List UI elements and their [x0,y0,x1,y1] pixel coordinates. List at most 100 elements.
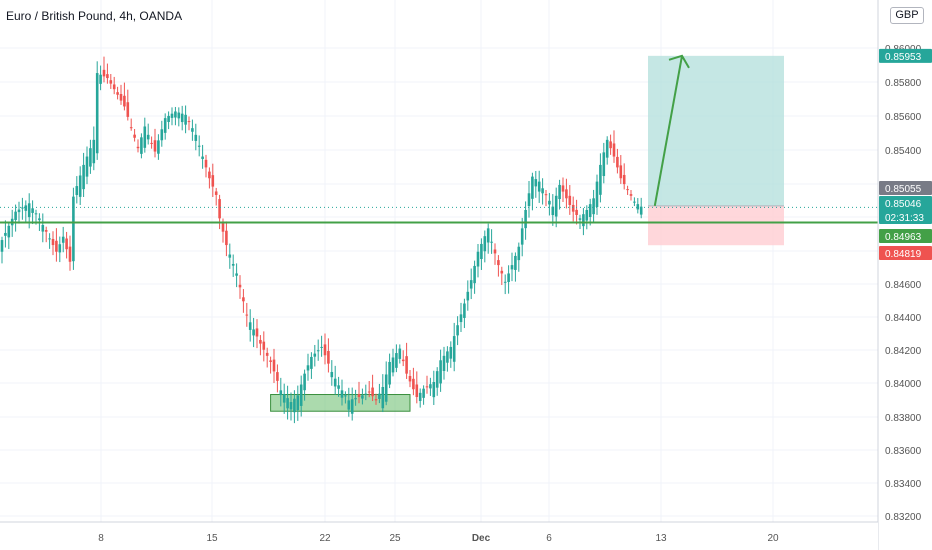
candle [517,242,521,272]
candle-body [622,174,626,185]
candle-body [109,80,113,84]
candle [500,266,504,286]
candle [21,197,24,220]
candle [184,105,187,134]
candle [112,76,116,95]
candle-body [282,394,286,403]
candle [191,119,194,141]
candle-body [337,385,340,389]
candle [422,385,425,405]
candle-body [466,291,470,301]
candle-body [27,203,31,218]
candle-body [408,375,412,382]
x-tick-label: 8 [98,533,104,544]
y-tick-label: 0.84000 [885,379,922,390]
candle-body [374,399,378,401]
x-tick-label: Dec [472,533,491,544]
candle-body [146,134,150,140]
candle [313,344,317,367]
candle-body [133,134,136,138]
candle [231,254,235,277]
candle [391,348,395,377]
candle [116,86,119,100]
candle-body [548,200,551,205]
candle-body [524,209,527,229]
price-label: 0.84819 [879,246,932,260]
candle-body [72,196,75,262]
candle-body [191,128,194,132]
candle [316,339,320,361]
candle [629,189,633,201]
candle-body [14,211,17,221]
candle-body [126,102,130,117]
candle [534,170,538,198]
candle-body [102,69,106,77]
candle-body [279,390,283,396]
candle [429,377,432,396]
candle-body [527,193,531,207]
candle [503,274,507,295]
candle [157,134,160,160]
candle [585,205,589,230]
candle-body [378,393,381,399]
candle [31,200,34,225]
currency-selector[interactable]: GBP [890,7,924,24]
candle-body [327,350,330,364]
candle-body [143,126,147,148]
candle [187,116,191,131]
candle-body [565,189,568,199]
candle [639,197,643,219]
candle-body [310,356,313,369]
candle-body [507,273,510,282]
price-label: 0.84963 [879,229,932,243]
candle [333,365,337,395]
candle-body [4,232,7,236]
candle [282,383,286,414]
candle [153,128,157,158]
candle [480,238,483,270]
candle-body [517,246,521,261]
candle [381,374,385,413]
candle [330,360,334,386]
candle-body [119,93,123,101]
candle-body [17,209,21,213]
candle [568,185,572,215]
candle-body [609,141,612,149]
candle-body [140,137,143,154]
candle-body [252,329,255,336]
candle [459,302,463,332]
arrow-shaft [653,55,683,206]
candle [605,136,609,165]
candle-body [452,336,456,362]
candle [211,163,215,198]
candle-body [242,297,245,302]
candle [558,179,561,210]
price-label-text: 0.84963 [885,232,922,243]
demand-zone-box [270,394,411,412]
candle [449,341,453,368]
candle-body [65,238,68,250]
candle-body [293,398,296,413]
candle-body [371,387,374,397]
candle [384,361,388,406]
candle-body [180,113,184,123]
candle-body [595,181,599,207]
target-zone [648,55,784,206]
candle [493,243,497,265]
candle [78,166,82,206]
candle [561,177,565,202]
candle-body [24,205,28,211]
candle-body [575,209,578,215]
candle [17,201,21,224]
candle [0,236,4,264]
candle [595,174,599,215]
candle [442,346,446,380]
x-tick-label: 25 [389,533,401,544]
candle [163,113,167,140]
time-axis [0,522,878,550]
candle-body [92,139,96,164]
candle-body [391,357,395,373]
candle-body [633,201,636,203]
